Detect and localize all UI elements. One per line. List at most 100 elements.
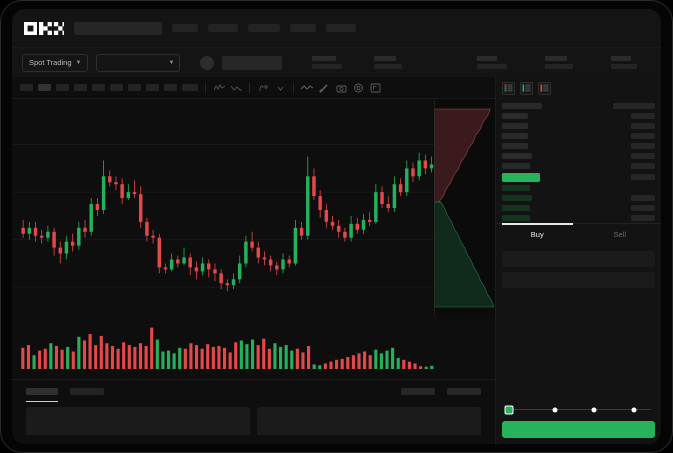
orderbook-ask-row[interactable] xyxy=(502,101,655,111)
line-chart-icon[interactable] xyxy=(301,84,313,92)
okx-logo-icon[interactable] xyxy=(24,21,64,35)
timeframe-1mo[interactable] xyxy=(164,84,177,91)
orderbook-ask-row[interactable] xyxy=(502,151,655,161)
buy-sell-tabs: Buy Sell xyxy=(496,223,661,245)
bottom-action-1[interactable] xyxy=(401,388,435,395)
camera-icon[interactable] xyxy=(335,83,347,93)
orderbook-bid-row[interactable] xyxy=(502,203,655,213)
bid-amount-cell xyxy=(631,205,655,211)
main-body: Buy Sell xyxy=(12,77,661,444)
timeframe-1d[interactable] xyxy=(128,84,141,91)
market-subheader: Spot Trading ▼ ▼ xyxy=(12,47,661,77)
bottom-action-2[interactable] xyxy=(447,388,481,395)
orderbook-ask-row[interactable] xyxy=(502,141,655,151)
orderbook-view-bids-icon[interactable] xyxy=(520,82,533,95)
tab-sell-label: Sell xyxy=(613,230,626,239)
drawing-tools-icon[interactable] xyxy=(257,84,269,92)
timeframe-5m[interactable] xyxy=(38,84,51,91)
chevron-down-icon: ▼ xyxy=(75,59,82,66)
toolbar-divider-2 xyxy=(249,82,250,93)
bid-price-cell xyxy=(502,185,530,191)
ask-amount-cell xyxy=(631,153,655,159)
market-type-selector[interactable]: Spot Trading ▼ xyxy=(22,53,89,72)
ask-amount-cell xyxy=(631,143,655,149)
bottom-tabs xyxy=(12,379,495,403)
orderbook-trade-panel: Buy Sell xyxy=(495,77,661,444)
orderbook-ask-row[interactable] xyxy=(502,121,655,131)
market-type-label: Spot Trading xyxy=(29,58,72,67)
bottom-panel-left[interactable] xyxy=(26,407,250,435)
ask-amount-cell xyxy=(631,133,655,139)
fullscreen-icon[interactable] xyxy=(369,83,381,93)
orderbook-bid-row[interactable] xyxy=(502,183,655,193)
order-amount-field[interactable] xyxy=(502,272,655,288)
slider-track xyxy=(504,405,651,414)
timeframe-1h[interactable] xyxy=(92,84,105,91)
amount-slider[interactable] xyxy=(496,398,661,418)
orderbook-bid-row[interactable] xyxy=(502,193,655,203)
slider-handle[interactable] xyxy=(504,405,514,414)
orderbook-view-asks-icon[interactable] xyxy=(538,82,551,95)
bid-price-cell xyxy=(502,215,530,221)
chart-type-chevron-icon[interactable] xyxy=(274,84,286,92)
toolbar-divider xyxy=(205,82,206,93)
settings-icon[interactable] xyxy=(352,83,364,93)
current-price-indicator xyxy=(502,172,540,182)
candlestick-chart[interactable] xyxy=(12,99,495,317)
place-buy-order-button[interactable] xyxy=(502,421,655,438)
ask-price-cell xyxy=(502,133,528,139)
trading-pair-select[interactable]: ▼ xyxy=(96,53,181,72)
volume-chart xyxy=(12,317,495,379)
compare-icon[interactable] xyxy=(230,84,242,92)
nav-item-more[interactable] xyxy=(326,24,356,32)
orderbook-bid-row[interactable] xyxy=(502,213,655,223)
orderbook-rows[interactable] xyxy=(496,99,661,223)
chevron-down-icon: ▼ xyxy=(168,59,175,66)
timeframe-30m[interactable] xyxy=(74,84,87,91)
ask-price-cell xyxy=(502,163,530,169)
slider-step-50[interactable] xyxy=(591,407,597,412)
orderbook-ask-row[interactable] xyxy=(502,111,655,121)
tab-order-history[interactable] xyxy=(70,388,104,395)
timeframe-4h[interactable] xyxy=(110,84,123,91)
spread-amount-cell xyxy=(631,174,655,180)
app-screen: Spot Trading ▼ ▼ xyxy=(12,9,661,444)
orderbook-ask-row[interactable] xyxy=(502,131,655,141)
ask-price-cell xyxy=(502,143,528,149)
search-input[interactable] xyxy=(74,21,162,35)
orderbook-view-both-icon[interactable] xyxy=(502,82,515,95)
stat-last-price xyxy=(312,56,343,69)
timeframe-1m[interactable] xyxy=(20,84,33,91)
nav-item-earn[interactable] xyxy=(290,24,316,32)
indicator-icon[interactable] xyxy=(213,83,225,92)
tab-buy[interactable]: Buy xyxy=(496,223,579,245)
timeframe-15m[interactable] xyxy=(56,84,69,91)
nav-item-trade[interactable] xyxy=(172,24,198,32)
orderbook-spread-row[interactable] xyxy=(502,171,655,183)
chart-region xyxy=(12,77,495,444)
nav-item-markets[interactable] xyxy=(208,24,238,32)
tab-buy-label: Buy xyxy=(530,230,544,239)
slider-step-25[interactable] xyxy=(552,407,558,412)
bid-amount-cell xyxy=(631,215,655,221)
tab-sell[interactable]: Sell xyxy=(579,224,662,245)
bottom-panels xyxy=(12,403,495,435)
bid-price-cell xyxy=(502,195,532,201)
slider-step-75[interactable] xyxy=(631,407,637,412)
magnet-icon[interactable] xyxy=(318,83,330,93)
order-price-field[interactable] xyxy=(502,251,655,267)
tab-open-orders[interactable] xyxy=(26,388,58,402)
timeframe-more[interactable] xyxy=(182,84,198,91)
pair-coin-avatar xyxy=(200,55,215,70)
nav-item-derivatives[interactable] xyxy=(248,24,280,32)
trading-pair-name xyxy=(222,55,283,70)
bottom-panel-right[interactable] xyxy=(257,407,481,435)
ask-amount-cell xyxy=(631,163,655,169)
ask-price-cell xyxy=(502,123,528,129)
stat-change xyxy=(374,56,403,69)
bid-price-cell xyxy=(502,205,530,211)
timeframe-1w[interactable] xyxy=(146,84,159,91)
ask-price-cell xyxy=(502,153,532,159)
orderbook-ask-row[interactable] xyxy=(502,161,655,171)
